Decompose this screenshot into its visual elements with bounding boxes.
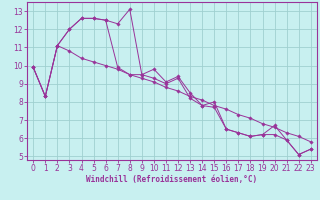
- X-axis label: Windchill (Refroidissement éolien,°C): Windchill (Refroidissement éolien,°C): [86, 175, 258, 184]
